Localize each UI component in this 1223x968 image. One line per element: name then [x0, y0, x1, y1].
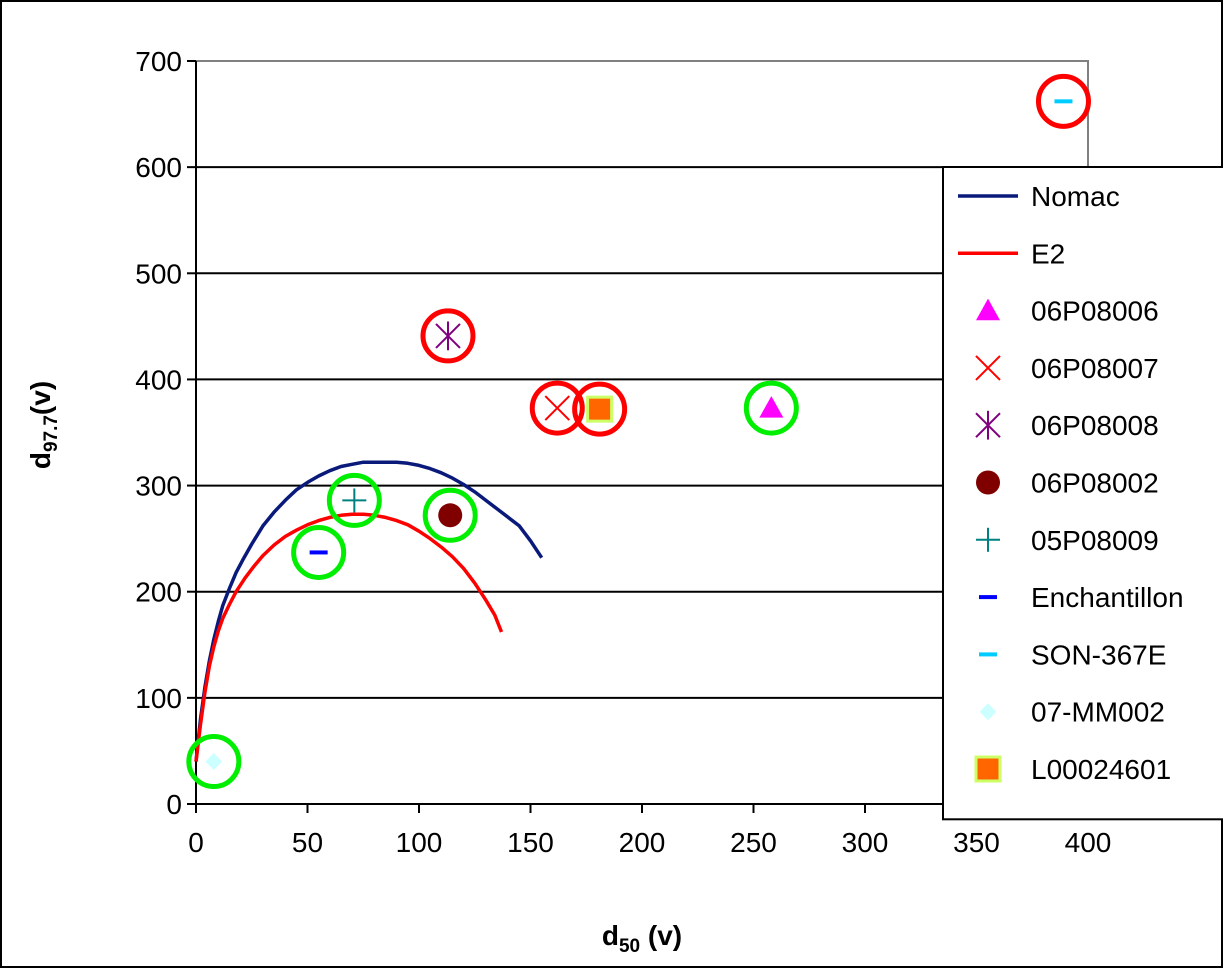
- x-tick-label-350: 350: [953, 827, 1000, 858]
- highlight-ring-06p08006-0: [743, 380, 799, 436]
- legend-label-06p08002: 06P08002: [1031, 468, 1159, 499]
- y-axis-title-subscript: 97.7: [41, 415, 62, 452]
- highlight-ring-06p08007-0: [529, 380, 585, 436]
- data-point-l00024601-0-shape: [586, 395, 614, 423]
- series-layer: [186, 73, 1091, 790]
- legend-label-06p08007: 06P08007: [1031, 353, 1159, 384]
- data-point-06p08002-0: [438, 503, 463, 528]
- legend-swatch-l00024601-shape: [974, 755, 1002, 783]
- legend-swatch-06p08002-shape: [976, 470, 1000, 495]
- legend-swatch-06p08007: [975, 355, 1001, 381]
- data-point-enchantillon-0-shape: [309, 550, 328, 555]
- highlight-ring-l00024601-0: [572, 381, 628, 437]
- y-tick-label-300: 300: [135, 471, 182, 502]
- y-tick-label-400: 400: [135, 364, 182, 395]
- legend-label-enchantillon: Enchantillon: [1031, 582, 1184, 613]
- legend-swatch-06p08006: [976, 298, 1000, 321]
- x-tick-label-400: 400: [1065, 827, 1112, 858]
- legend-swatch-06p08007-stroke-b: [975, 355, 1001, 381]
- legend-swatch-06p08002: [976, 470, 1000, 495]
- y-tick-label-0: 0: [166, 789, 182, 820]
- x-tick-label-300: 300: [842, 827, 889, 858]
- x-axis-title-main: d: [602, 920, 619, 951]
- data-point-06p08002-0-shape: [438, 503, 463, 528]
- data-point-06p08007-0-stroke-b: [544, 395, 570, 421]
- axis-layer: 0 100 200 300 400 500 600 700 0 50 100 150 200 250 300…: [135, 46, 1111, 858]
- legend-label-l00024601: L00024601: [1031, 754, 1171, 785]
- y-tick-label-600: 600: [135, 152, 182, 183]
- legend-swatch-l00024601: [974, 755, 1002, 783]
- legend-swatch-enchantillon-shape: [979, 595, 997, 600]
- legend-swatch-son-367e: [979, 652, 997, 657]
- legend-label-son-367e: SON-367E: [1031, 639, 1166, 670]
- y-axis-title: d97.7(v): [25, 381, 62, 469]
- highlight-ring-07-mm002-0: [186, 734, 242, 790]
- y-tick-label-200: 200: [135, 577, 182, 608]
- x-tick-label-50: 50: [292, 827, 323, 858]
- x-axis-title-suffix: (v): [640, 920, 682, 951]
- x-tick-label-200: 200: [619, 827, 666, 858]
- x-tick-label-100: 100: [396, 827, 443, 858]
- legend-label-nomac: Nomac: [1031, 181, 1120, 212]
- highlight-ring-enchantillon-0: [291, 524, 347, 580]
- legend: Nomac E2 06P08006 06P08007 06P08008 06P08002 0…: [942, 166, 1223, 821]
- data-point-06p08008-0: [435, 321, 461, 351]
- x-axis-title-subscript: 50: [619, 936, 640, 957]
- data-point-06p08006-0: [759, 396, 784, 418]
- legend-label-06p08008: 06P08008: [1031, 410, 1159, 441]
- y-tick-label-100: 100: [135, 683, 182, 714]
- y-tick-label-500: 500: [135, 258, 182, 289]
- highlight-ring-05p08009-0: [326, 472, 382, 528]
- y-axis-title-suffix: (v): [25, 381, 56, 415]
- legend-label-06p08006: 06P08006: [1031, 296, 1159, 327]
- data-point-son-367e-0: [1054, 99, 1073, 104]
- legend-swatch-06p08006-shape: [976, 298, 1000, 321]
- x-tick-label-150: 150: [507, 827, 554, 858]
- data-point-l00024601-0: [586, 395, 614, 423]
- legend-swatch-05p08009: [976, 527, 1000, 552]
- legend-swatch-07-mm002-shape: [979, 703, 997, 721]
- series-line-nomac: [194, 460, 544, 762]
- data-point-06p08007-0: [544, 395, 570, 421]
- data-point-07-mm002-0: [205, 753, 223, 770]
- series-line-e2: [194, 512, 504, 762]
- y-tick-label-700: 700: [135, 46, 182, 77]
- legend-label-e2: E2: [1031, 238, 1065, 269]
- x-tick-label-0: 0: [188, 827, 204, 858]
- legend-label-07-mm002: 07-MM002: [1031, 697, 1165, 728]
- x-tick-label-250: 250: [730, 827, 777, 858]
- y-axis-title-main: d: [25, 452, 56, 469]
- data-point-05p08009-0: [342, 488, 367, 513]
- legend-swatch-06p08008: [975, 410, 1001, 440]
- legend-swatch-enchantillon: [979, 595, 997, 600]
- legend-swatch-son-367e-shape: [979, 652, 997, 657]
- data-point-07-mm002-0-shape: [205, 753, 223, 770]
- highlight-ring-son-367e-0: [1035, 73, 1091, 129]
- data-point-06p08006-0-shape: [759, 396, 784, 418]
- legend-swatch-07-mm002: [979, 703, 997, 721]
- legend-label-05p08009: 05P08009: [1031, 525, 1159, 556]
- highlight-ring-06p08008-0: [420, 308, 476, 364]
- data-point-son-367e-0-shape: [1054, 99, 1073, 104]
- data-point-enchantillon-0: [309, 550, 328, 555]
- x-axis-title: d50 (v): [602, 920, 682, 957]
- highlight-ring-06p08002-0: [422, 487, 478, 543]
